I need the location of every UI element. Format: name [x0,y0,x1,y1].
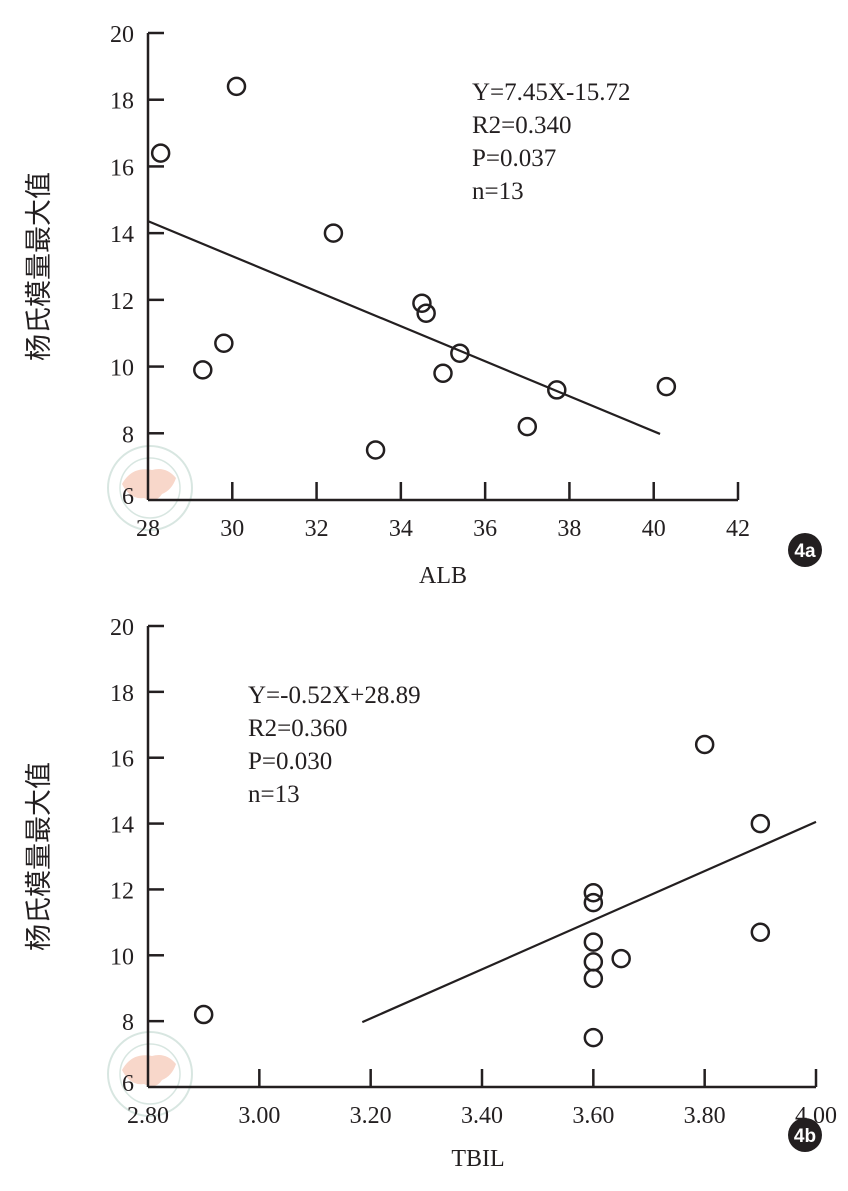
y-tick-label: 12 [110,878,134,904]
data-point [150,143,171,163]
x-tick-label: 28 [136,516,160,542]
y-tick-label: 8 [122,422,134,448]
panel-badge-label: 4a [794,541,816,562]
data-point [750,922,771,942]
x-tick-label: 38 [557,516,581,542]
y-tick-label: 16 [110,155,134,181]
watermark-inner-ring [119,457,181,519]
data-point [656,376,677,397]
data-point [193,360,213,380]
chart-panel-4a: 28 30 32 34 36 38 40 42 6 8 10 12 14 16 18 20 Y=7.45X-15… [24,22,822,589]
r-squared-annotation: R2=0.340 [472,112,572,139]
x-tick-label: 3.00 [238,1103,280,1129]
y-tick-label: 14 [110,813,134,839]
panel-badge [788,1118,822,1152]
y-tick-label: 8 [122,1010,134,1036]
data-point [583,932,604,952]
data-point [416,303,436,323]
x-axis-label: ALB [419,563,467,589]
data-point [433,363,453,383]
data-point [611,948,631,969]
x-tick-label: 2.80 [127,1103,169,1129]
p-value-annotation: P=0.030 [248,748,332,775]
x-tick-label: 3.20 [350,1103,392,1129]
y-tick-label: 14 [110,222,134,248]
x-tick-label: 3.60 [572,1103,614,1129]
data-point [694,734,715,755]
y-tick-label: 20 [110,22,134,48]
x-tick-label: 40 [642,516,666,542]
watermark-inner-ring [119,1043,181,1105]
data-point [517,416,538,437]
data-point [365,440,386,460]
y-axis-label: 杨氏模量最大值 [24,762,55,951]
r-squared-annotation: R2=0.360 [248,715,348,742]
y-tick-label: 10 [110,944,134,970]
n-annotation: n=13 [248,781,300,808]
y-tick-label: 18 [110,89,134,115]
regression-line [147,220,661,435]
data-point [547,380,567,400]
y-tick-label: 20 [110,615,134,641]
chart-panel-4b: 2.80 3.00 3.20 3.40 3.60 3.80 4.00681012141618… [24,615,837,1172]
y-axis-label: 杨氏模量最大值 [24,172,55,361]
y-tick-label: 16 [110,747,134,773]
panel-badge-label: 4b [794,1126,816,1147]
panel-badge [788,533,822,567]
x-tick-label: 34 [389,516,413,542]
data-point [583,892,604,913]
watermark-ring [107,445,193,531]
data-point [583,882,604,903]
equation-annotation: Y=-0.52X+28.89 [248,682,421,709]
y-tick-label: 6 [122,484,134,510]
x-tick-label: 3.40 [461,1103,503,1129]
x-tick-label: 30 [220,516,244,542]
data-point [214,333,234,353]
y-tick-label: 10 [110,356,134,382]
data-point [412,293,432,313]
data-point [323,223,344,243]
x-tick-label: 3.80 [684,1103,726,1129]
data-point [583,1027,604,1048]
data-point [450,343,470,363]
data-point [583,952,604,972]
y-tick-label: 6 [122,1071,134,1097]
data-point [193,1004,214,1025]
x-tick-label: 32 [305,516,329,542]
x-tick-label: 36 [473,516,497,542]
n-annotation: n=13 [472,178,524,205]
data-point [583,968,604,989]
data-point [750,813,771,834]
x-axis-label: TBIL [451,1146,504,1172]
watermark-ring [107,1031,193,1117]
data-point [226,76,247,97]
p-value-annotation: P=0.037 [472,145,556,172]
y-tick-label: 12 [110,289,134,315]
y-tick-label: 18 [110,681,134,707]
equation-annotation: Y=7.45X-15.72 [472,79,631,106]
regression-line [361,820,817,1024]
x-tick-label: 42 [726,516,750,542]
